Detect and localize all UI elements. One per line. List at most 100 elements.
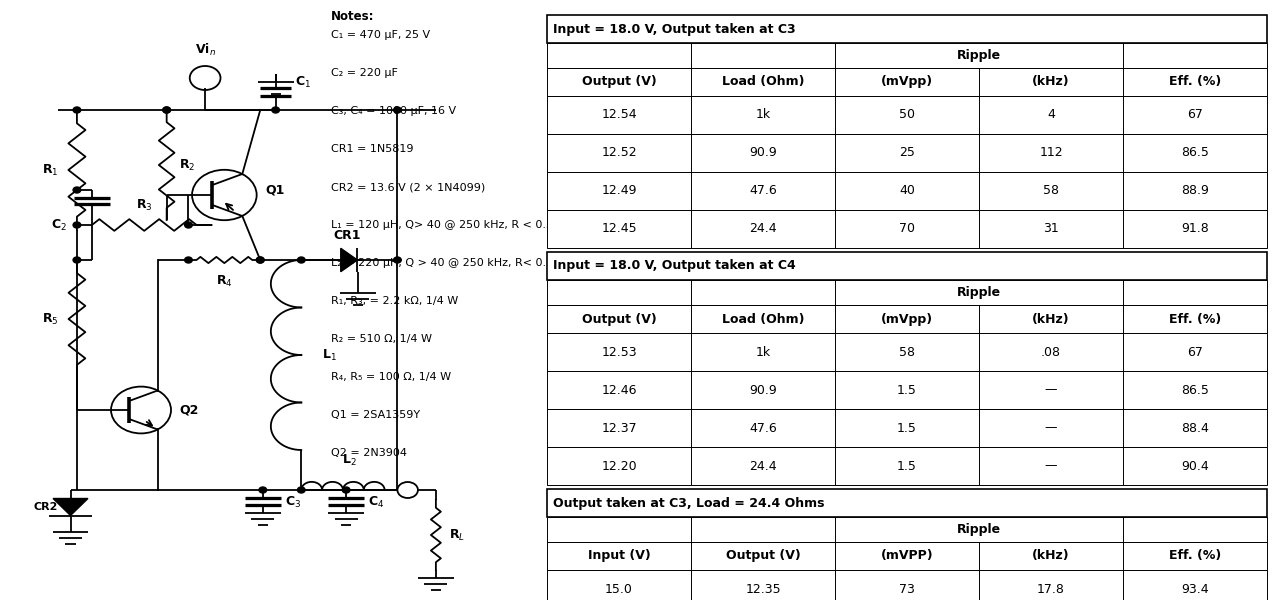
Text: Input = 18.0 V, Output taken at C4: Input = 18.0 V, Output taken at C4: [553, 259, 796, 272]
Text: (kHz): (kHz): [1032, 76, 1069, 88]
Text: 88.4: 88.4: [1181, 422, 1209, 434]
Text: 31: 31: [1044, 223, 1059, 235]
Circle shape: [256, 257, 264, 263]
Text: 15.0: 15.0: [605, 583, 633, 595]
Text: Eff. (%): Eff. (%): [1169, 313, 1222, 325]
Bar: [547, 43, 1267, 68]
Text: 12.49: 12.49: [601, 184, 637, 197]
Text: L₂ = 220 μH, Q > 40 @ 250 kHz, R< 0.8: L₂ = 220 μH, Q > 40 @ 250 kHz, R< 0.8: [331, 258, 553, 268]
Text: 12.53: 12.53: [601, 346, 637, 359]
Circle shape: [342, 487, 350, 493]
Text: R$_1$: R$_1$: [42, 163, 59, 178]
Circle shape: [297, 257, 305, 263]
Text: L₁ = 120 μH, Q> 40 @ 250 kHz, R < 0.5: L₁ = 120 μH, Q> 40 @ 250 kHz, R < 0.5: [331, 220, 553, 230]
Text: Notes:: Notes:: [331, 10, 374, 23]
Text: Input (V): Input (V): [587, 550, 650, 563]
Bar: [547, 305, 1267, 333]
Bar: [547, 172, 1267, 210]
Text: 1.5: 1.5: [897, 383, 917, 397]
Text: C$_1$: C$_1$: [295, 74, 312, 89]
Text: Load (Ohm): Load (Ohm): [722, 76, 804, 88]
Text: 47.6: 47.6: [749, 422, 777, 434]
Text: Load (Ohm): Load (Ohm): [722, 313, 804, 325]
Text: R$_2$: R$_2$: [179, 157, 196, 173]
Bar: [547, 447, 1267, 485]
Bar: [547, 489, 1267, 517]
Text: Output (V): Output (V): [582, 76, 656, 88]
Text: 58: 58: [1044, 184, 1059, 197]
Text: (kHz): (kHz): [1032, 313, 1069, 325]
Text: Q1: Q1: [265, 184, 285, 196]
Text: 12.45: 12.45: [601, 223, 637, 235]
Text: C$_3$: C$_3$: [285, 494, 301, 509]
Bar: [547, 333, 1267, 371]
Text: C$_4$: C$_4$: [368, 494, 385, 509]
Text: 50: 50: [899, 109, 915, 121]
Text: Output taken at C3, Load = 24.4 Ohms: Output taken at C3, Load = 24.4 Ohms: [553, 497, 824, 509]
Text: R$_5$: R$_5$: [42, 311, 59, 326]
Circle shape: [272, 107, 279, 113]
Text: R₁, R₃, = 2.2 kΩ, 1/4 W: R₁, R₃, = 2.2 kΩ, 1/4 W: [331, 296, 458, 306]
Text: (mVpp): (mVpp): [881, 313, 933, 325]
Text: C₂ = 220 μF: C₂ = 220 μF: [331, 68, 397, 78]
Text: 58: 58: [899, 346, 915, 359]
Text: 67: 67: [1187, 109, 1203, 121]
Circle shape: [394, 107, 401, 113]
Text: 24.4: 24.4: [749, 460, 777, 473]
Text: .08: .08: [1041, 346, 1061, 359]
Bar: [547, 517, 1267, 542]
Bar: [547, 134, 1267, 172]
Text: —: —: [1045, 422, 1058, 434]
Text: 90.9: 90.9: [749, 383, 777, 397]
Bar: [547, 68, 1267, 96]
Text: 73: 73: [899, 583, 915, 595]
Text: C₃, C₄ = 1000 μF, 16 V: C₃, C₄ = 1000 μF, 16 V: [331, 106, 456, 116]
Text: 24.4: 24.4: [749, 223, 777, 235]
Circle shape: [73, 257, 81, 263]
Text: L$_1$: L$_1$: [322, 347, 337, 362]
Circle shape: [297, 487, 305, 493]
Bar: [547, 210, 1267, 248]
Text: 12.20: 12.20: [601, 460, 637, 473]
Text: R₄, R₅ = 100 Ω, 1/4 W: R₄, R₅ = 100 Ω, 1/4 W: [331, 372, 451, 382]
Text: Eff. (%): Eff. (%): [1169, 550, 1222, 563]
Text: Q2: Q2: [179, 403, 199, 416]
Text: Ripple: Ripple: [956, 286, 1001, 299]
Text: Ripple: Ripple: [956, 523, 1001, 536]
Text: 70: 70: [899, 223, 915, 235]
Text: Ripple: Ripple: [956, 49, 1001, 62]
Text: 12.52: 12.52: [601, 146, 637, 160]
Text: L$_2$: L$_2$: [342, 453, 356, 468]
Bar: [547, 409, 1267, 447]
Text: 4: 4: [1047, 109, 1055, 121]
Text: Q2 = 2N3904: Q2 = 2N3904: [331, 448, 406, 458]
Circle shape: [185, 257, 192, 263]
Text: 88.9: 88.9: [1181, 184, 1209, 197]
Circle shape: [73, 107, 81, 113]
Text: Output (V): Output (V): [582, 313, 656, 325]
Text: 40: 40: [899, 184, 915, 197]
Text: 90.9: 90.9: [749, 146, 777, 160]
Bar: [547, 570, 1267, 600]
Text: CR1: CR1: [333, 229, 362, 242]
Bar: [547, 280, 1267, 305]
Text: (mVpp): (mVpp): [881, 76, 933, 88]
Text: 86.5: 86.5: [1181, 146, 1209, 160]
Text: 17.8: 17.8: [1037, 583, 1065, 595]
Bar: [547, 15, 1267, 43]
Circle shape: [163, 107, 171, 113]
Text: (kHz): (kHz): [1032, 550, 1069, 563]
Text: R$_4$: R$_4$: [215, 274, 233, 289]
Text: 1k: 1k: [755, 346, 770, 359]
Text: 12.46: 12.46: [601, 383, 637, 397]
Bar: [547, 252, 1267, 280]
Text: 91.8: 91.8: [1181, 223, 1209, 235]
Polygon shape: [341, 248, 358, 272]
Circle shape: [185, 222, 192, 228]
Text: —: —: [1045, 383, 1058, 397]
Text: C$_2$: C$_2$: [51, 217, 67, 233]
Text: CR1 = 1N5819: CR1 = 1N5819: [331, 144, 413, 154]
Text: R$_3$: R$_3$: [136, 198, 153, 213]
Circle shape: [259, 487, 267, 493]
Text: 47.6: 47.6: [749, 184, 777, 197]
